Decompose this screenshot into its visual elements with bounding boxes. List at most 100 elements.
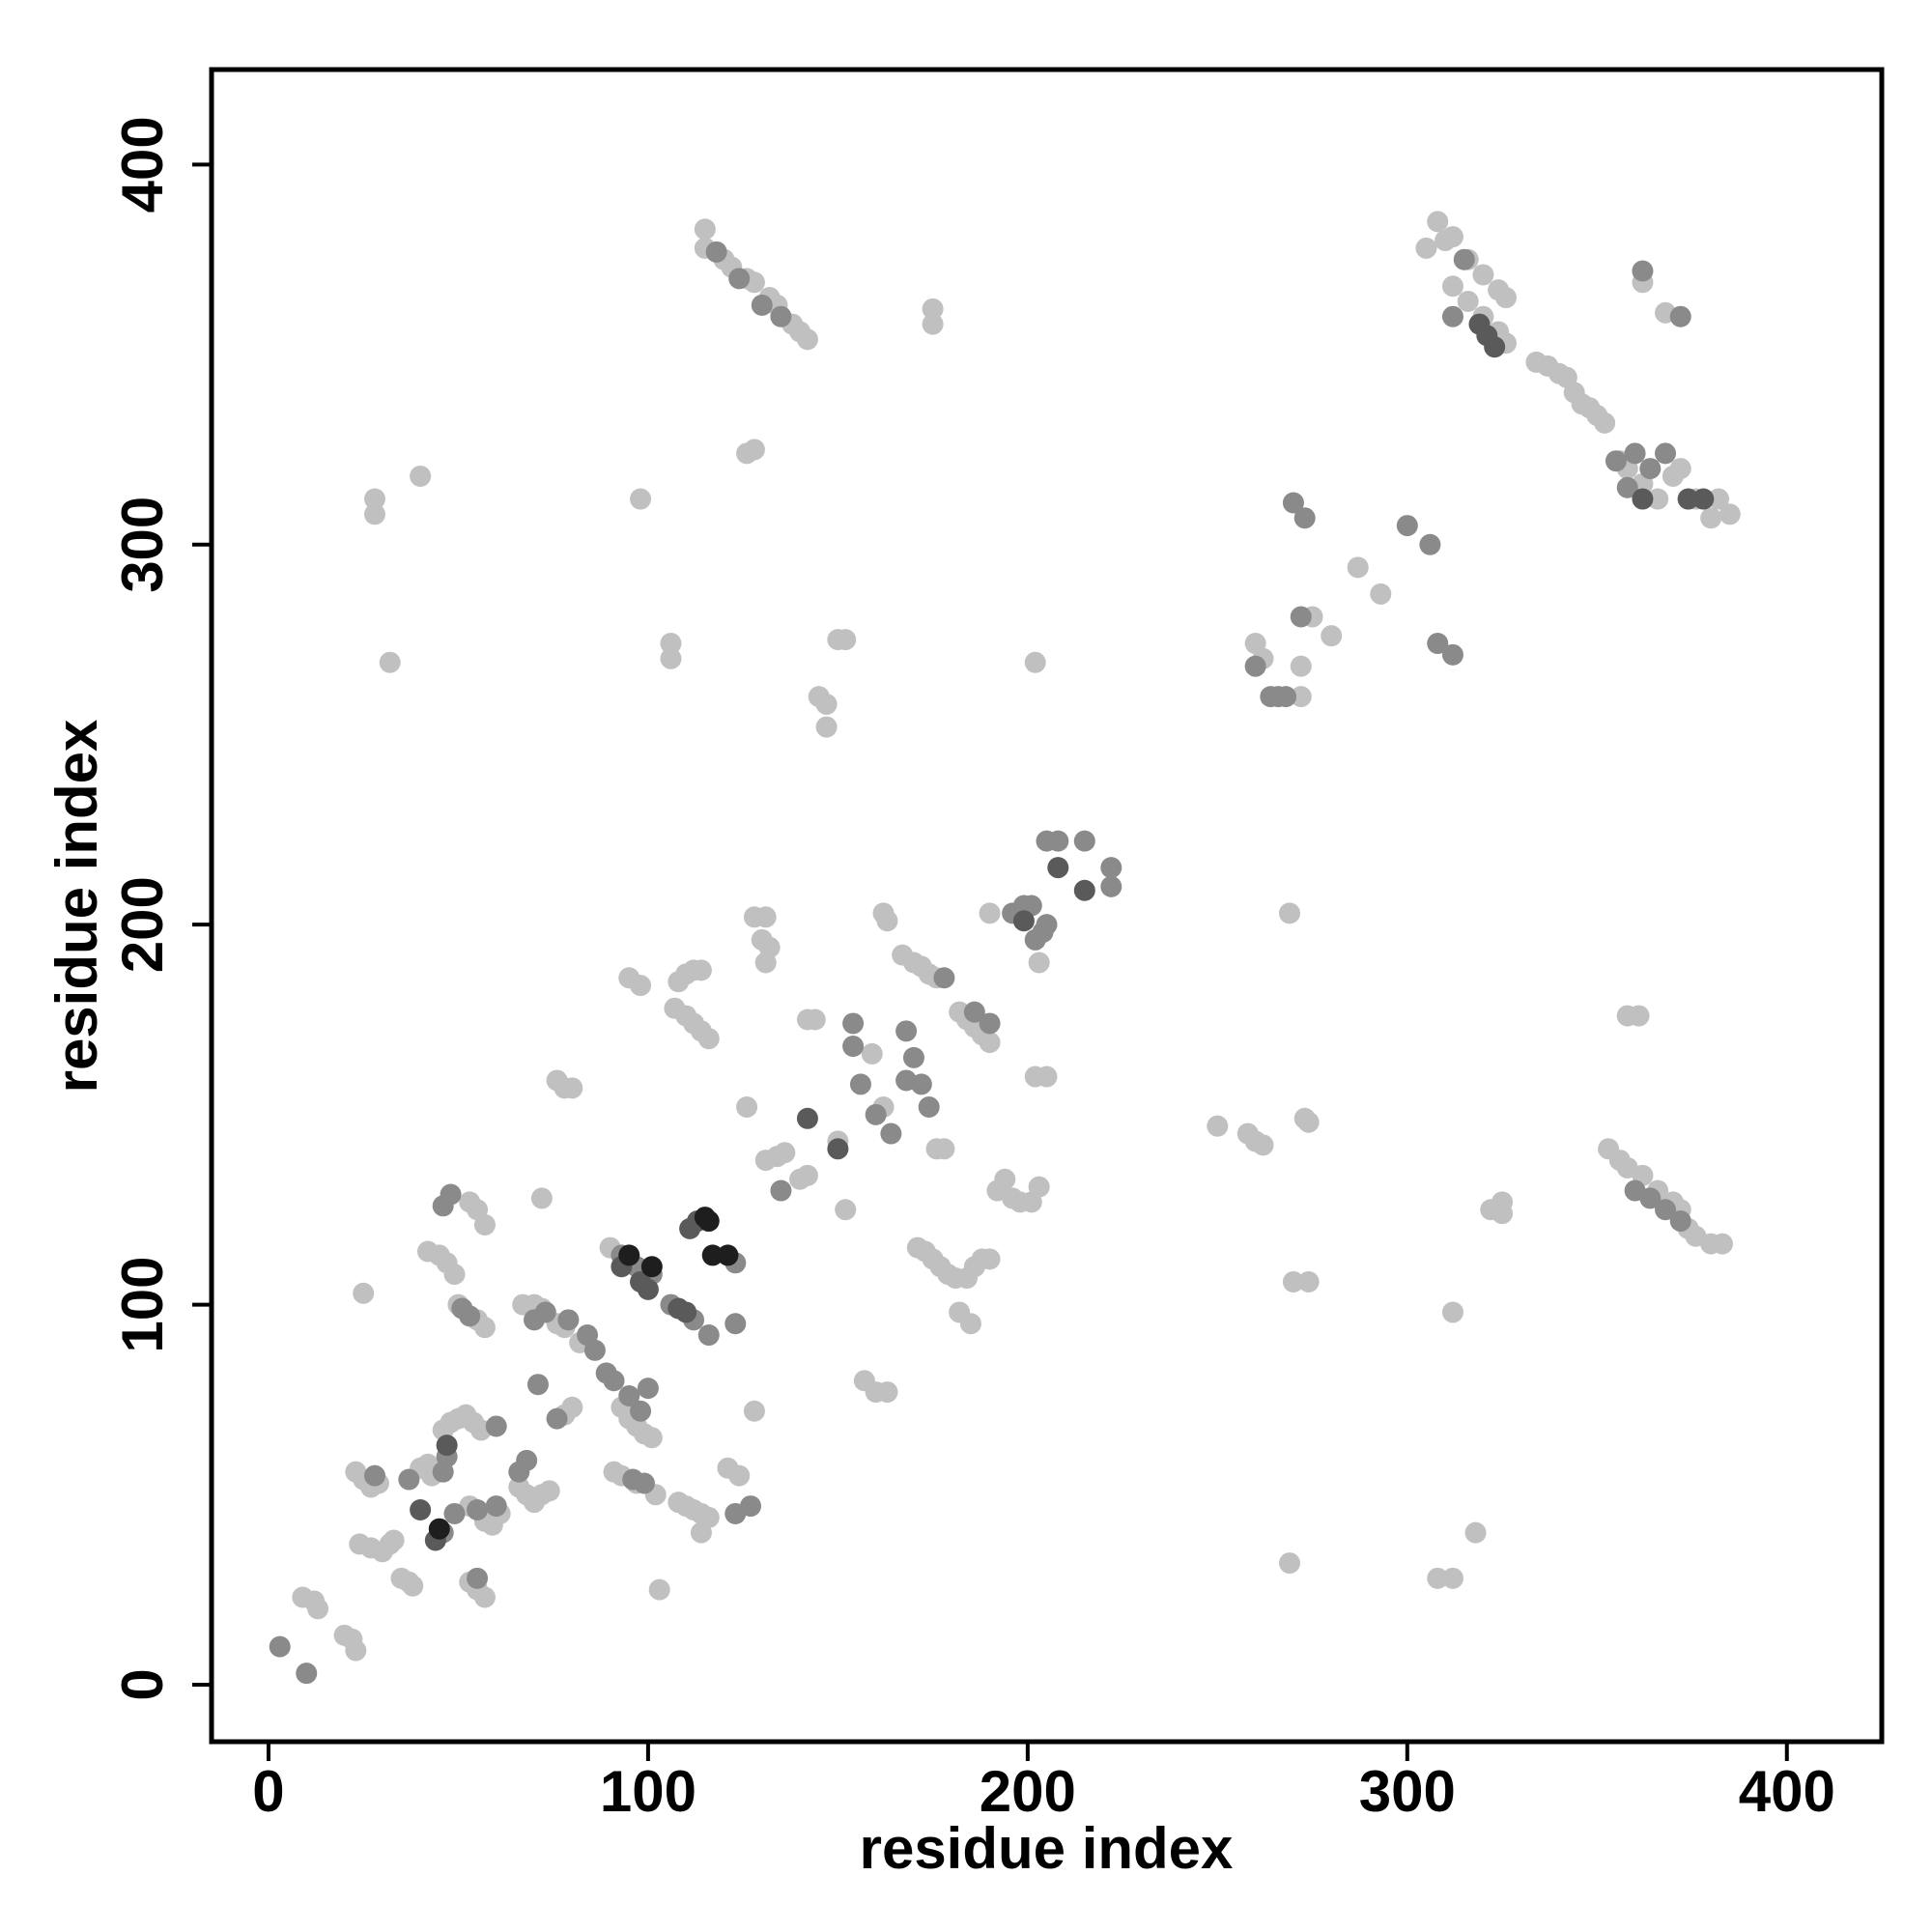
contact-point: [1297, 1111, 1320, 1133]
contact-point: [979, 1032, 1001, 1054]
contact-point: [1252, 1134, 1274, 1156]
contact-point: [345, 1639, 367, 1662]
x-tick-label: 100: [600, 1759, 696, 1824]
contact-point: [660, 647, 682, 669]
y-axis-label: residue index: [44, 720, 109, 1094]
contact-point: [660, 633, 682, 655]
contact-point: [835, 1199, 857, 1221]
contact-point: [410, 465, 432, 487]
contact-point: [963, 1001, 985, 1023]
contact-point: [880, 1122, 902, 1145]
contact-point: [1036, 1065, 1058, 1088]
contact-point: [1419, 533, 1441, 555]
contact-point: [440, 1183, 462, 1206]
contact-point: [754, 906, 777, 928]
contact-point: [827, 1138, 849, 1160]
contact-point: [1290, 655, 1312, 677]
contact-point: [526, 1374, 549, 1396]
contact-point: [557, 1309, 580, 1331]
contact-point: [467, 1499, 489, 1521]
contact-point: [307, 1598, 329, 1620]
contact-point: [1278, 902, 1300, 924]
contact-point: [922, 313, 944, 335]
contact-point: [1669, 1210, 1691, 1233]
contact-point: [1278, 1552, 1300, 1575]
contact-point: [876, 1381, 898, 1404]
contact-point: [1647, 488, 1669, 510]
contact-point: [1624, 442, 1646, 465]
contact-point: [1012, 910, 1035, 932]
contact-point: [637, 1278, 659, 1300]
contact-point: [1700, 507, 1722, 529]
contact-point: [835, 629, 857, 651]
contact-point: [754, 952, 777, 974]
contact-point: [743, 439, 765, 461]
contact-point: [675, 1301, 697, 1323]
contact-point: [1321, 625, 1343, 647]
contact-point: [1472, 264, 1494, 286]
x-tick-label: 0: [252, 1759, 284, 1824]
contact-point: [933, 1138, 955, 1160]
contact-point: [994, 1168, 1016, 1190]
contact-point: [353, 1282, 375, 1304]
contact-point: [534, 1301, 556, 1323]
contact-point: [1282, 492, 1304, 514]
y-tick-label: 400: [110, 116, 175, 213]
contact-point: [1047, 857, 1069, 879]
contact-point: [402, 1575, 424, 1597]
contact-point: [1415, 237, 1437, 259]
contact-point: [410, 1499, 432, 1521]
contact-point: [804, 1009, 826, 1031]
contact-point: [1457, 290, 1479, 312]
contact-point: [796, 328, 818, 351]
contact-point: [690, 959, 712, 981]
contact-point: [1028, 952, 1050, 974]
contact-point: [398, 1468, 420, 1491]
contact-point: [546, 1407, 568, 1430]
contact-point: [849, 1073, 871, 1095]
contact-point: [1028, 1176, 1050, 1198]
contact-point: [485, 1415, 507, 1437]
contact-point: [383, 1529, 405, 1551]
contact-point: [1441, 1301, 1463, 1323]
contact-point: [530, 1187, 553, 1209]
contact-point: [630, 1400, 652, 1422]
contact-point: [640, 1427, 663, 1449]
contact-point: [1639, 1187, 1662, 1209]
contact-point: [379, 651, 401, 673]
contact-point: [1669, 305, 1691, 327]
contact-point: [717, 1244, 739, 1266]
contact-point: [1441, 643, 1463, 666]
y-tick-label: 300: [110, 497, 175, 593]
contact-point: [736, 1096, 758, 1119]
contact-point: [1100, 875, 1122, 897]
contact-point: [1628, 1005, 1650, 1027]
contact-point: [1293, 507, 1316, 529]
contact-point: [724, 1313, 747, 1335]
contact-point: [1290, 686, 1312, 708]
contact-point: [728, 1464, 751, 1487]
contact-point: [516, 1449, 538, 1471]
contact-point: [979, 1012, 1001, 1035]
contact-point: [902, 1046, 924, 1068]
contact-point: [1708, 488, 1730, 510]
x-axis-label: residue index: [860, 1816, 1234, 1881]
contact-point: [459, 1305, 481, 1327]
contact-point: [842, 1036, 865, 1058]
contact-point: [467, 1567, 489, 1589]
contact-point: [796, 1164, 818, 1186]
x-tick-label: 300: [1359, 1759, 1456, 1824]
contact-point: [1453, 248, 1475, 270]
contact-point: [1073, 879, 1095, 901]
contact-point: [1494, 287, 1517, 309]
contact-point: [648, 1578, 670, 1601]
contact-point: [959, 1313, 981, 1335]
contact-point: [724, 1502, 747, 1524]
x-tick-label: 400: [1739, 1759, 1835, 1824]
contact-point: [1484, 336, 1506, 358]
contact-point: [603, 1370, 625, 1392]
contact-point: [473, 1213, 496, 1236]
contact-point: [690, 1521, 712, 1544]
contact-point: [774, 1142, 796, 1164]
